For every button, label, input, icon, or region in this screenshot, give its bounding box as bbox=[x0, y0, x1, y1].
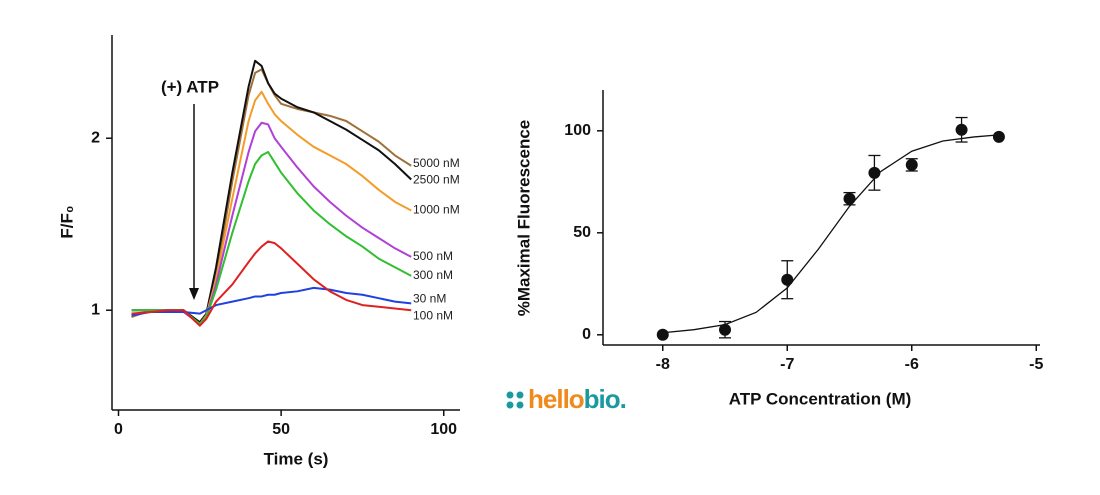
fit-curve bbox=[662, 134, 999, 334]
data-point bbox=[992, 130, 1005, 143]
data-point bbox=[843, 192, 856, 205]
x-tick-label: 0 bbox=[114, 421, 123, 438]
logo-part: hello bbox=[528, 384, 584, 414]
series-label: 500 nM bbox=[413, 249, 453, 263]
data-point bbox=[719, 323, 732, 336]
logo-text: hellobio. bbox=[528, 384, 626, 414]
arrow-head bbox=[189, 288, 199, 300]
x-tick-label: -5 bbox=[1029, 356, 1043, 373]
data-point bbox=[656, 328, 669, 341]
data-point bbox=[868, 166, 881, 179]
logo: hellobio. bbox=[506, 384, 627, 414]
x-tick-label: 50 bbox=[272, 421, 290, 438]
series-label: 1000 nM bbox=[413, 203, 460, 217]
series-label: 2500 nM bbox=[413, 173, 460, 187]
y-tick-label: 1 bbox=[91, 301, 100, 318]
x-tick-label: 100 bbox=[430, 421, 457, 438]
series-line bbox=[131, 240, 412, 327]
series-label: 100 nM bbox=[413, 308, 453, 322]
series-line bbox=[131, 150, 412, 325]
x-tick-label: -7 bbox=[780, 356, 794, 373]
logo-dot bbox=[516, 391, 524, 399]
x-tick-label: -8 bbox=[656, 356, 670, 373]
y-tick-label: 2 bbox=[91, 129, 100, 146]
y-axis-label: %Maximal Fluorescence bbox=[514, 120, 533, 317]
y-tick-label: 0 bbox=[582, 326, 591, 343]
series-label: 300 nM bbox=[413, 268, 453, 282]
series-label: 5000 nM bbox=[413, 156, 460, 170]
data-point bbox=[905, 158, 918, 171]
y-axis-label: F/F₀ bbox=[57, 205, 76, 238]
data-point bbox=[955, 123, 968, 136]
data-point bbox=[781, 273, 794, 286]
logo-part: bio. bbox=[584, 384, 626, 414]
x-tick-label: -6 bbox=[905, 356, 919, 373]
series-line bbox=[131, 286, 412, 317]
series-label: 30 nM bbox=[413, 292, 446, 306]
annotation: (+) ATP bbox=[161, 77, 219, 96]
y-tick-label: 100 bbox=[564, 122, 591, 139]
series-line bbox=[131, 90, 412, 325]
logo-dot bbox=[516, 401, 524, 409]
x-axis-label: Time (s) bbox=[264, 449, 329, 468]
x-axis-label: ATP Concentration (M) bbox=[729, 389, 912, 408]
logo-dot bbox=[506, 391, 514, 399]
logo-dot bbox=[506, 401, 514, 409]
y-tick-label: 50 bbox=[573, 224, 591, 241]
series-line bbox=[131, 59, 412, 324]
